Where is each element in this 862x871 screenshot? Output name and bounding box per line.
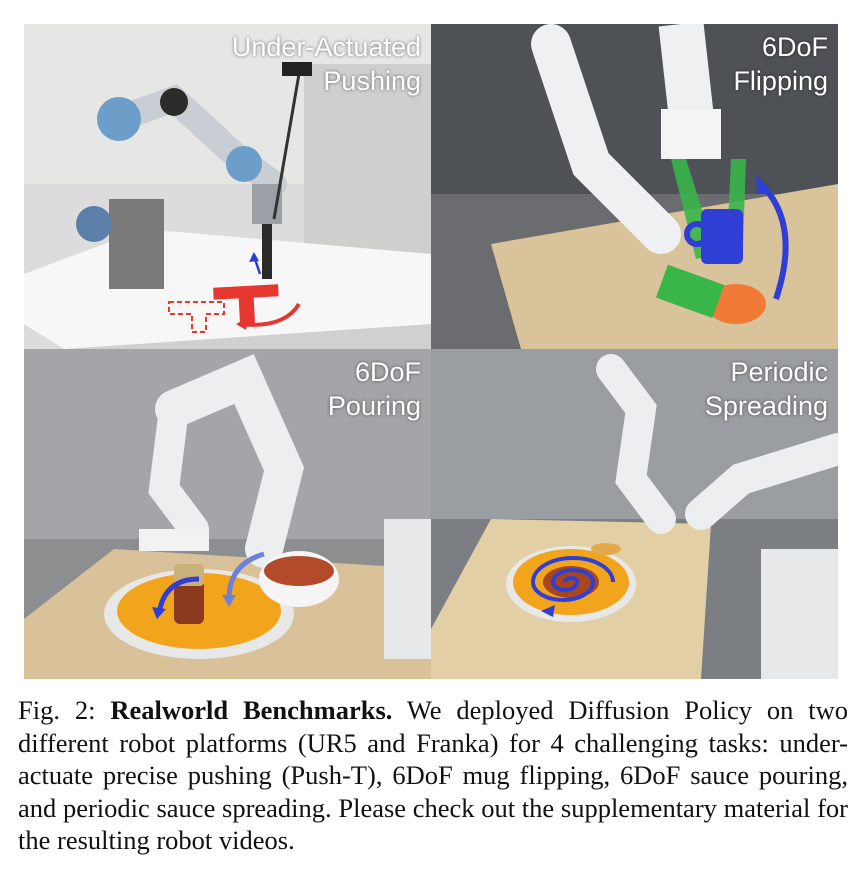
figure-grid: Under-Actuated Pushing 6DoF Flipp <box>24 24 838 679</box>
panel-title-line: Spreading <box>704 391 828 421</box>
panel-title-line: Periodic <box>730 357 828 387</box>
panel-title-line: 6DoF <box>761 32 828 62</box>
panel-title-line: Flipping <box>733 66 828 96</box>
panel-title-pouring: 6DoF Pouring <box>328 355 421 423</box>
panel-title-line: Under-Actuated <box>231 32 421 62</box>
panel-flipping: 6DoF Flipping <box>431 24 838 349</box>
panel-title-flipping: 6DoF Flipping <box>733 30 828 98</box>
caption-fig-label: Fig. 2: <box>18 695 96 725</box>
figure-caption: Fig. 2: Realworld Benchmarks. We deploye… <box>18 694 848 857</box>
panel-spreading: Periodic Spreading <box>431 349 838 679</box>
panel-pushing: Under-Actuated Pushing <box>24 24 431 349</box>
panel-title-line: Pouring <box>327 391 421 421</box>
caption-heading: Realworld Benchmarks. <box>110 695 393 725</box>
panel-title-line: 6DoF <box>354 357 421 387</box>
pouring-photo <box>24 349 431 679</box>
caption-text: We deployed Diffusion Policy on two diff… <box>18 695 849 855</box>
panel-title-pushing: Under-Actuated Pushing <box>232 30 421 98</box>
panel-title-line: Pushing <box>323 66 421 96</box>
spreading-photo <box>431 349 838 679</box>
pushing-photo <box>24 24 431 349</box>
flipping-photo <box>431 24 838 349</box>
panel-pouring: 6DoF Pouring <box>24 349 431 679</box>
panel-title-spreading: Periodic Spreading <box>705 355 828 423</box>
